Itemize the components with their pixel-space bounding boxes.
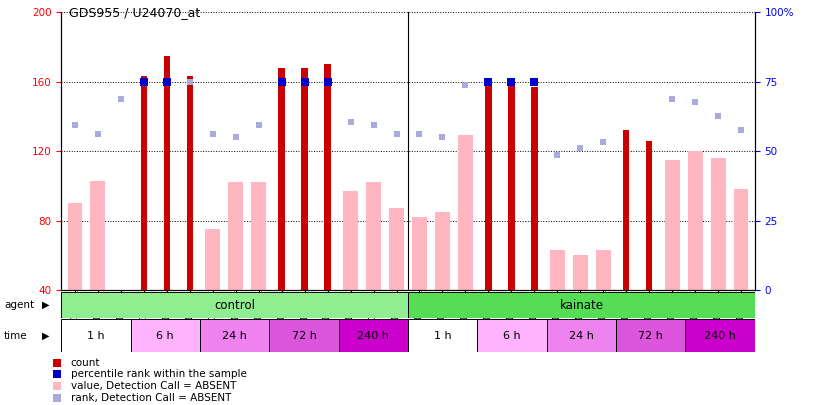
Text: 24 h: 24 h [222,331,247,341]
Text: percentile rank within the sample: percentile rank within the sample [71,369,246,379]
Text: 1 h: 1 h [87,331,104,341]
Bar [435,212,450,290]
Bar [206,229,220,290]
Bar [408,292,755,318]
Bar [408,319,477,352]
Text: control: control [214,298,255,312]
Text: 6 h: 6 h [157,331,174,341]
Bar [131,319,200,352]
Bar [458,135,473,290]
Bar [477,319,547,352]
Bar [389,208,404,290]
Bar [68,203,82,290]
Bar [228,182,243,290]
Bar [412,217,427,290]
Bar [187,77,193,290]
Bar [596,250,610,290]
Bar [164,55,170,290]
Text: GDS955 / U24070_at: GDS955 / U24070_at [69,6,201,19]
Text: value, Detection Call = ABSENT: value, Detection Call = ABSENT [71,381,236,391]
Bar [665,160,680,290]
Bar [140,77,147,290]
Bar [325,64,330,290]
Bar [531,87,538,290]
Bar [616,319,685,352]
Text: ▶: ▶ [42,331,50,341]
Bar [339,319,408,352]
Bar [269,319,339,352]
Bar [278,68,285,290]
Bar [343,191,358,290]
Text: ▶: ▶ [42,300,50,310]
Text: 1 h: 1 h [434,331,451,341]
Bar [550,250,565,290]
Bar [61,319,131,352]
Text: count: count [71,358,100,368]
Text: 240 h: 240 h [704,331,736,341]
Bar [200,319,269,352]
Bar [61,292,408,318]
Bar [301,68,308,290]
Bar [366,182,381,290]
Bar [711,158,725,290]
Text: 72 h: 72 h [638,331,663,341]
Bar [688,151,703,290]
Text: rank, Detection Call = ABSENT: rank, Detection Call = ABSENT [71,393,231,403]
Bar [573,255,588,290]
Bar [251,182,266,290]
Text: time: time [4,331,28,341]
Text: 240 h: 240 h [357,331,389,341]
Text: 72 h: 72 h [291,331,317,341]
Bar [646,141,652,290]
Bar [685,319,755,352]
Text: kainate: kainate [560,298,603,312]
Bar [508,82,515,290]
Bar [486,82,491,290]
Text: 6 h: 6 h [503,331,521,341]
Bar [547,319,616,352]
Bar [91,181,105,290]
Bar [623,130,629,290]
Text: 24 h: 24 h [569,331,594,341]
Text: agent: agent [4,300,34,310]
Bar [734,189,748,290]
